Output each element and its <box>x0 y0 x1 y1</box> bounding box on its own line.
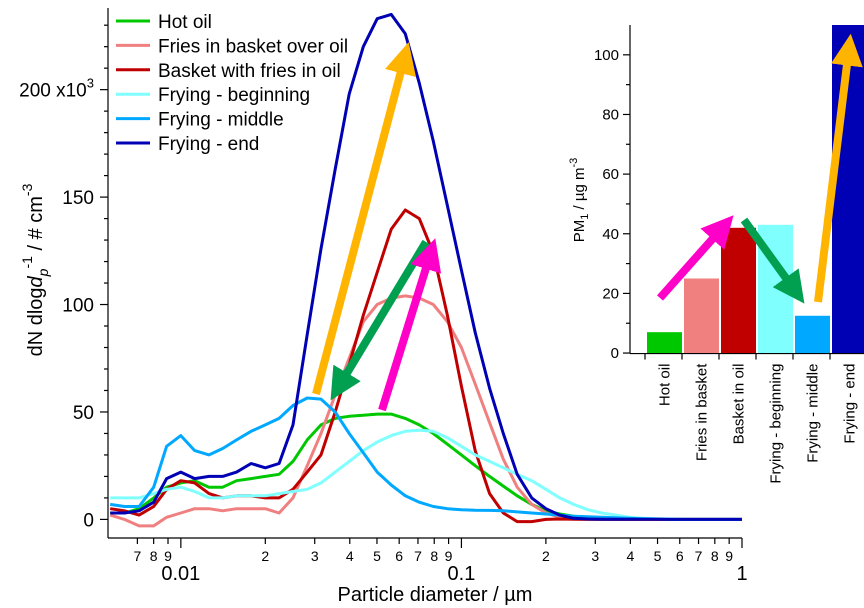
arrow-magenta-inset <box>657 215 734 301</box>
y-tick-label: 200 x103 <box>19 76 94 102</box>
x-minor-tick-label: 8 <box>430 548 438 564</box>
x-minor-tick-label: 2 <box>261 548 269 564</box>
y-tick-label: 0 <box>83 510 94 531</box>
x-major-tick-label: 0.01 <box>161 563 200 585</box>
x-minor-tick-label: 4 <box>346 548 354 564</box>
legend-label-0: Hot oil <box>158 12 212 33</box>
y-axis-title: dN dlogdp-1 / # cm-3 <box>19 183 51 356</box>
x-minor-tick-label: 3 <box>311 548 319 564</box>
inset-bar-4 <box>795 315 830 354</box>
inset-y-tick-label: 0 <box>611 345 619 362</box>
x-minor-tick-label: 6 <box>676 548 684 564</box>
arrow-green-inset <box>740 217 805 304</box>
x-minor-tick-label: 7 <box>414 548 422 564</box>
inset-y-tick-label: 80 <box>602 106 619 123</box>
inset-y-tick-label: 20 <box>602 285 619 302</box>
x-major-tick-label: 1 <box>736 563 747 585</box>
inset-bar-2 <box>721 227 756 354</box>
legend-label-4: Frying - middle <box>158 110 284 131</box>
series-line-3 <box>110 428 742 521</box>
x-axis-title: Particle diameter / µm <box>338 584 533 606</box>
series-line-5 <box>110 12 742 521</box>
inset-bar-1 <box>684 278 719 354</box>
legend-label-1: Fries in basket over oil <box>158 36 348 57</box>
arrow-orange-inset <box>814 33 863 303</box>
inset-y-tick-label: 60 <box>602 166 619 183</box>
inset-bar-0 <box>647 332 682 354</box>
main-chart-lines <box>109 12 742 528</box>
inset-category-label-5: Frying - end <box>842 364 859 444</box>
arrow-orange-main <box>312 42 416 396</box>
inset-category-label-3: Frying - beginning <box>768 364 785 484</box>
arrow-magenta-main <box>378 238 442 412</box>
inset-category-label-1: Fries in basket <box>694 363 711 461</box>
x-minor-tick-label: 8 <box>711 548 719 564</box>
x-minor-tick-label: 9 <box>725 548 733 564</box>
main-chart-axes: 0.01 0.1 17 8 9 2 3 4 5 6 7 8 9 2 3 4 5 6 7 8 9050100150200 … <box>19 8 748 606</box>
inset-y-tick-label: 100 <box>594 47 619 64</box>
inset-category-label-0: Hot oil <box>657 364 674 407</box>
x-minor-tick-label: 9 <box>445 548 453 564</box>
y-tick-label: 50 <box>73 403 94 424</box>
x-major-tick-label: 0.1 <box>448 563 476 585</box>
annotation-arrows <box>312 33 863 412</box>
main-chart-legend: Hot oil Fries in basket over oil Basket wi… <box>116 12 348 155</box>
x-minor-tick-label: 6 <box>395 548 403 564</box>
legend-label-3: Frying - beginning <box>158 85 310 106</box>
x-minor-tick-label: 2 <box>542 548 550 564</box>
inset-category-label-4: Frying - middle <box>805 364 822 463</box>
x-minor-tick-label: 7 <box>133 548 141 564</box>
inset-y-tick-label: 40 <box>602 226 619 243</box>
inset-category-label-2: Basket in oil <box>731 364 748 445</box>
inset-bar-axes: 0 20 40 60 80 100 Hot oil Fries in basket Basket… <box>568 25 864 484</box>
x-minor-tick-label: 8 <box>150 548 158 564</box>
x-minor-tick-label: 7 <box>695 548 703 564</box>
inset-y-axis-title: PM1 / µg m-3 <box>568 158 591 243</box>
y-tick-label: 150 <box>62 188 94 209</box>
x-minor-tick-label: 5 <box>654 548 662 564</box>
series-line-4 <box>109 396 742 521</box>
x-minor-tick-label: 4 <box>626 548 634 564</box>
legend-label-2: Basket with fries in oil <box>158 61 341 82</box>
x-minor-tick-label: 5 <box>373 548 381 564</box>
y-tick-label: 100 <box>62 296 94 317</box>
x-minor-tick-label: 9 <box>164 548 172 564</box>
x-minor-tick-label: 3 <box>591 548 599 564</box>
legend-label-5: Frying - end <box>158 134 259 155</box>
